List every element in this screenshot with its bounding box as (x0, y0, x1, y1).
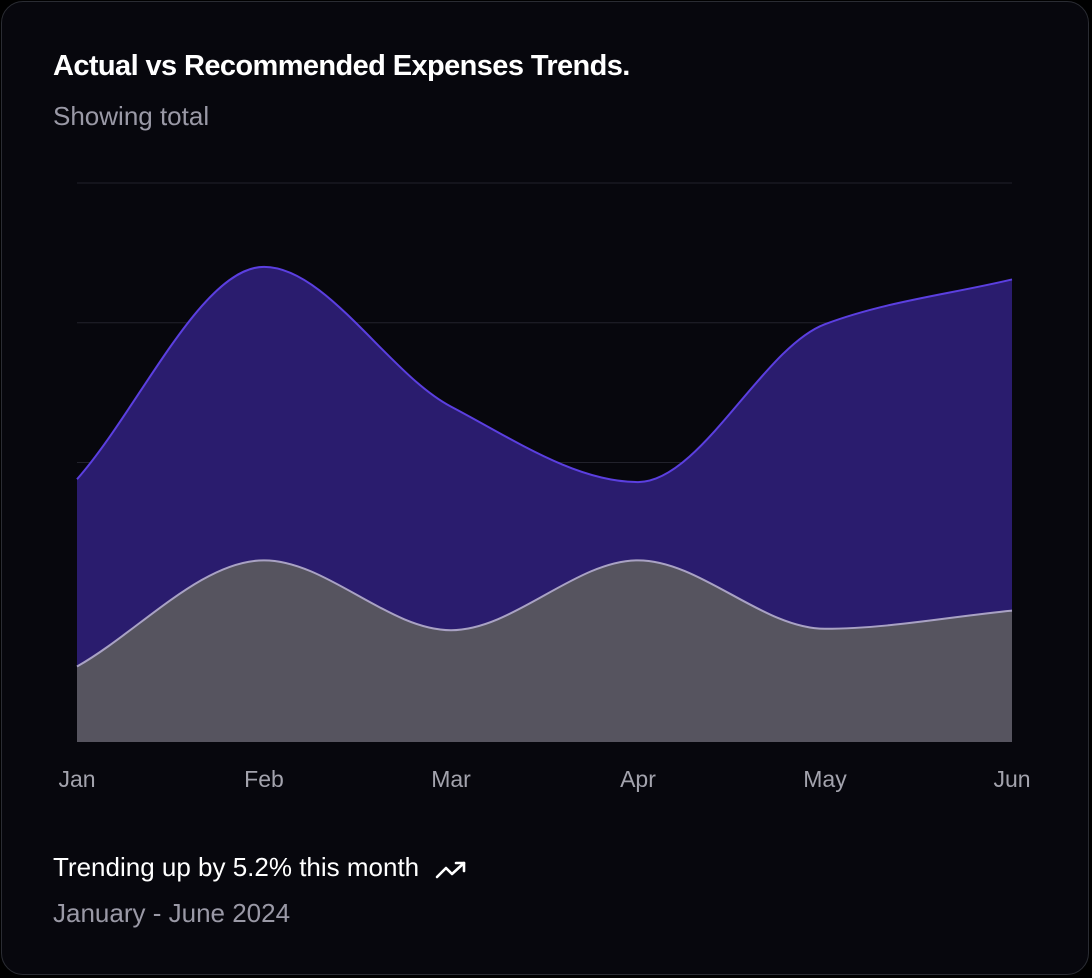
x-tick-label: Jun (993, 766, 1030, 792)
chart-subtitle: Showing total (53, 101, 210, 131)
chart-areas (76, 265, 1013, 742)
x-tick-label: May (803, 766, 847, 792)
x-tick-label: Apr (620, 766, 656, 792)
series-1-line (76, 559, 1013, 668)
area-chart: Jan Feb Mar Apr May Jun (58, 182, 1031, 792)
x-tick-label: Mar (431, 766, 471, 792)
trending-up-icon (435, 857, 467, 879)
chart-title: Actual vs Recommended Expenses Trends. (53, 50, 630, 82)
series-2-line (76, 265, 1013, 484)
x-tick-label: Jan (58, 766, 95, 792)
x-axis-ticks: Jan Feb Mar Apr May Jun (58, 766, 1030, 792)
area-series-2 (77, 266, 1012, 667)
trend-text: Trending up by 5.2% this month (53, 852, 420, 882)
x-tick-label: Feb (244, 766, 284, 792)
area-series-1 (77, 560, 1012, 742)
trend-summary: Trending up by 5.2% this month (53, 852, 467, 883)
date-range: January - June 2024 (53, 898, 291, 928)
